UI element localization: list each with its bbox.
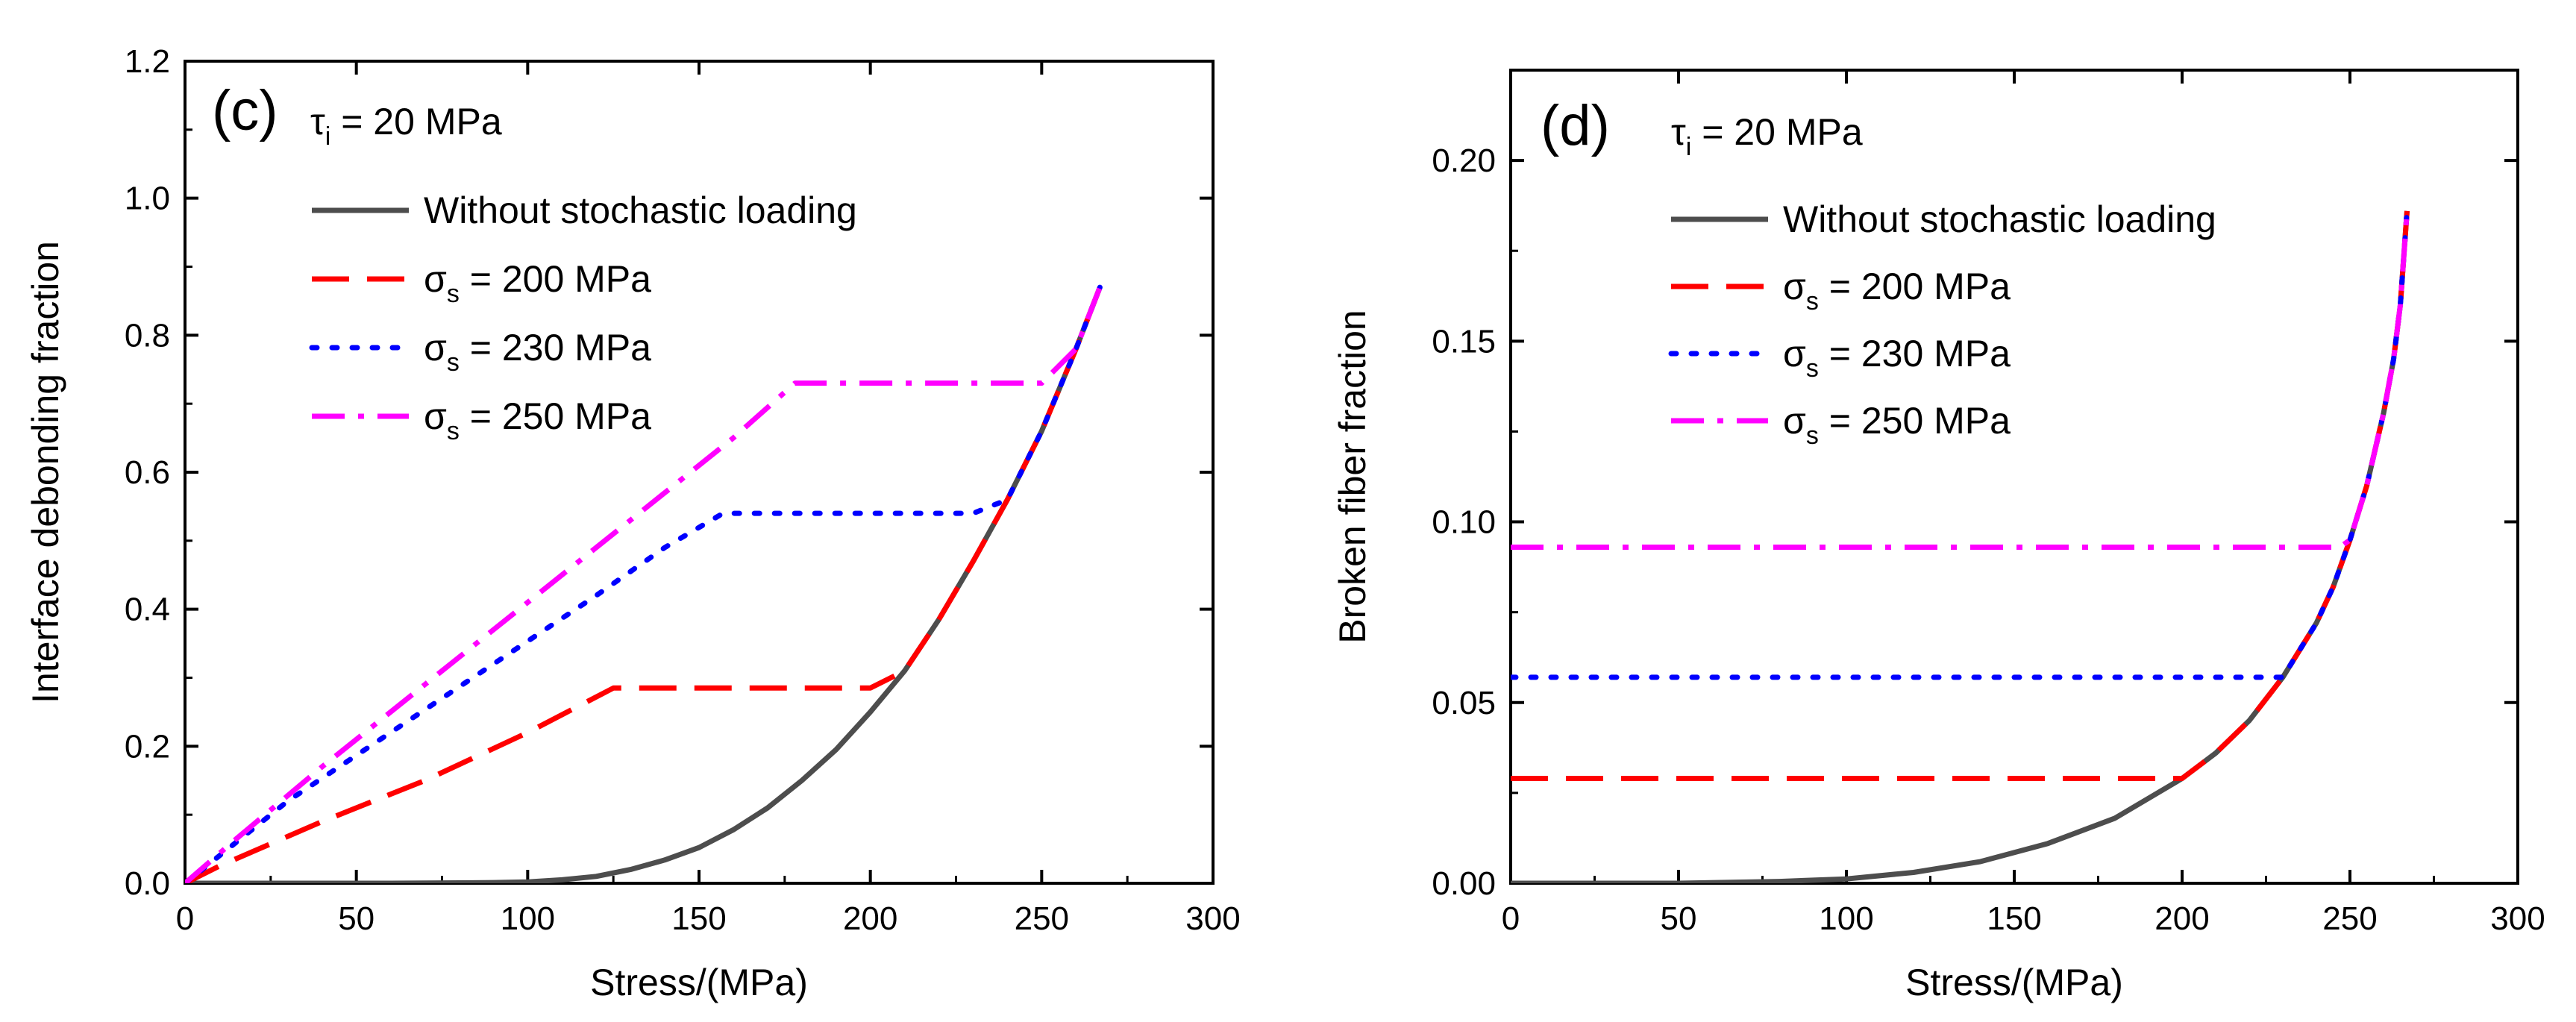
y-axis-label: Interface debonding fraction — [25, 241, 66, 703]
y-tick-label: 0.15 — [1432, 323, 1496, 360]
y-axis-label: Broken fiber fraction — [1332, 310, 1373, 643]
legend-label: Without stochastic loading — [1783, 198, 2216, 240]
x-tick-label: 50 — [338, 900, 375, 937]
y-tick-label: 0.8 — [125, 317, 170, 354]
y-tick-label: 0.20 — [1432, 142, 1496, 179]
legend-label: Without stochastic loading — [424, 189, 857, 231]
panel-c: 0 50 100 150 200 250 300 0.0 0.2 0.4 0.6 0.8 1.0 1.2 S… — [25, 43, 1241, 1003]
y-tick-label: 0.6 — [125, 454, 170, 491]
legend-label: σs = 230 MPa — [1783, 333, 2011, 383]
tau-annotation: τi = 20 MPa — [310, 101, 502, 151]
x-tick-label: 100 — [1819, 900, 1873, 937]
x-tick-label: 150 — [671, 900, 726, 937]
series-line-baseline — [185, 286, 1103, 883]
y-tick-label: 0.2 — [125, 728, 170, 765]
x-tick-label: 300 — [1185, 900, 1240, 937]
y-tick-label: 1.2 — [125, 43, 170, 80]
y-tick-label: 0.0 — [125, 865, 170, 902]
series-line-s230 — [1511, 208, 2410, 680]
plot-frame — [184, 60, 1215, 885]
x-tick-label: 100 — [501, 900, 555, 937]
x-tick-label: 250 — [2322, 900, 2377, 937]
x-tick-label: 250 — [1015, 900, 1069, 937]
x-axis-label: Stress/(MPa) — [1905, 962, 2123, 1003]
x-tick-label: 200 — [843, 900, 897, 937]
x-tick-label: 0 — [1502, 900, 1520, 937]
panel-d: 0 50 100 150 200 250 300 0.00 0.05 0.10 0.15 0.20 St… — [1332, 69, 2545, 1003]
series-line-s250 — [185, 286, 1103, 883]
x-tick-label: 50 — [1661, 900, 1697, 937]
x-tick-label: 150 — [1987, 900, 2041, 937]
x-tick-label: 300 — [2490, 900, 2545, 937]
legend-label: σs = 230 MPa — [424, 327, 651, 377]
legend-label: σs = 250 MPa — [424, 395, 651, 445]
panel-label: (d) — [1541, 94, 1610, 157]
series-line-s250 — [1511, 210, 2410, 550]
x-tick-label: 200 — [2154, 900, 2209, 937]
y-tick-label: 0.10 — [1432, 504, 1496, 541]
y-tick-label: 0.00 — [1432, 865, 1496, 902]
panel-label: (c) — [212, 79, 278, 142]
y-tick-label: 0.4 — [125, 592, 170, 628]
x-tick-label: 0 — [176, 900, 194, 937]
series-group — [1511, 208, 2410, 883]
legend-label: σs = 200 MPa — [1783, 266, 2011, 316]
tau-annotation: τi = 20 MPa — [1671, 111, 1863, 161]
x-axis-label: Stress/(MPa) — [590, 962, 808, 1003]
legend-label: σs = 250 MPa — [1783, 400, 2011, 450]
series-group — [185, 284, 1103, 883]
series-line-s200 — [185, 286, 1103, 883]
y-tick-label: 1.0 — [125, 181, 170, 217]
legend-label: σs = 200 MPa — [424, 258, 651, 308]
y-tick-label: 0.05 — [1432, 685, 1496, 721]
series-line-s230 — [185, 284, 1103, 883]
